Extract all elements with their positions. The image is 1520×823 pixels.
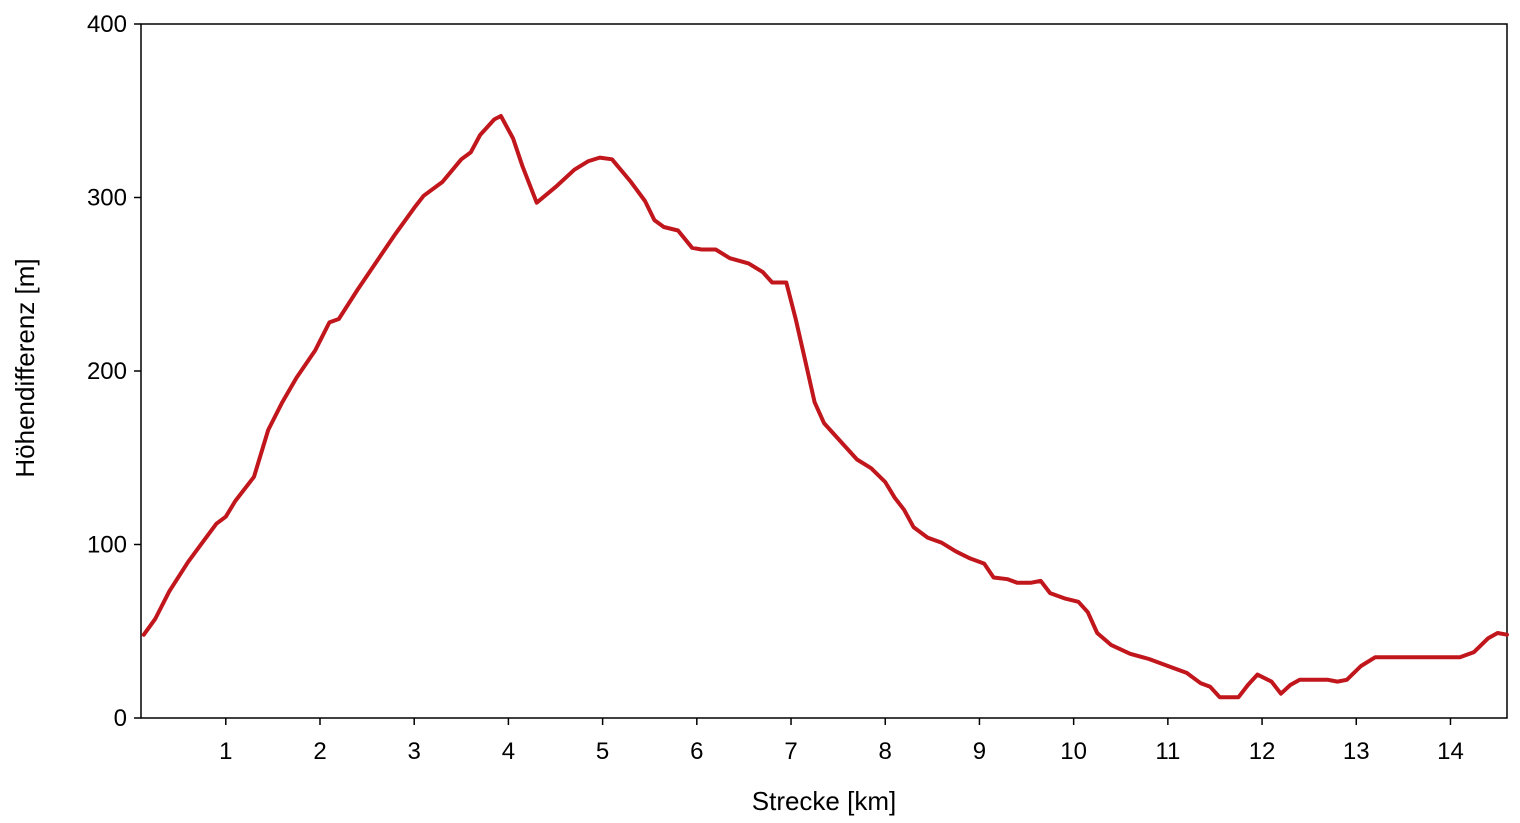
x-tick-label: 2 [313, 738, 326, 765]
y-tick-label: 0 [114, 705, 127, 732]
elevation-series-line [141, 114, 1509, 700]
series-layer [141, 114, 1509, 700]
x-tick-label: 14 [1437, 738, 1464, 765]
y-tick-label: 200 [87, 358, 127, 385]
x-tick-label: 3 [408, 738, 421, 765]
y-tick-label: 100 [87, 532, 127, 559]
x-tick-label: 9 [973, 738, 986, 765]
x-tick-label: 6 [690, 738, 703, 765]
x-axis-title: Strecke [km] [752, 786, 896, 816]
y-axis-title: Höhendifferenz [m] [10, 258, 40, 477]
x-tick-label: 1 [219, 738, 232, 765]
x-tick-label: 8 [879, 738, 892, 765]
y-tick-label: 300 [87, 185, 127, 212]
x-tick-label: 7 [784, 738, 797, 765]
x-tick-label: 13 [1343, 738, 1370, 765]
x-tick-label: 12 [1249, 738, 1276, 765]
plot-area [140, 23, 1508, 719]
y-axis: 0 100 200 300 400 [87, 11, 141, 732]
x-tick-label: 11 [1155, 738, 1180, 765]
x-tick-label: 5 [596, 738, 609, 765]
y-tick-label: 400 [87, 11, 127, 38]
x-tick-label: 4 [502, 738, 515, 765]
x-tick-label: 10 [1060, 738, 1087, 765]
x-axis: 1 2 3 4 5 6 7 8 9 10 11 12 13 14 [219, 718, 1464, 765]
